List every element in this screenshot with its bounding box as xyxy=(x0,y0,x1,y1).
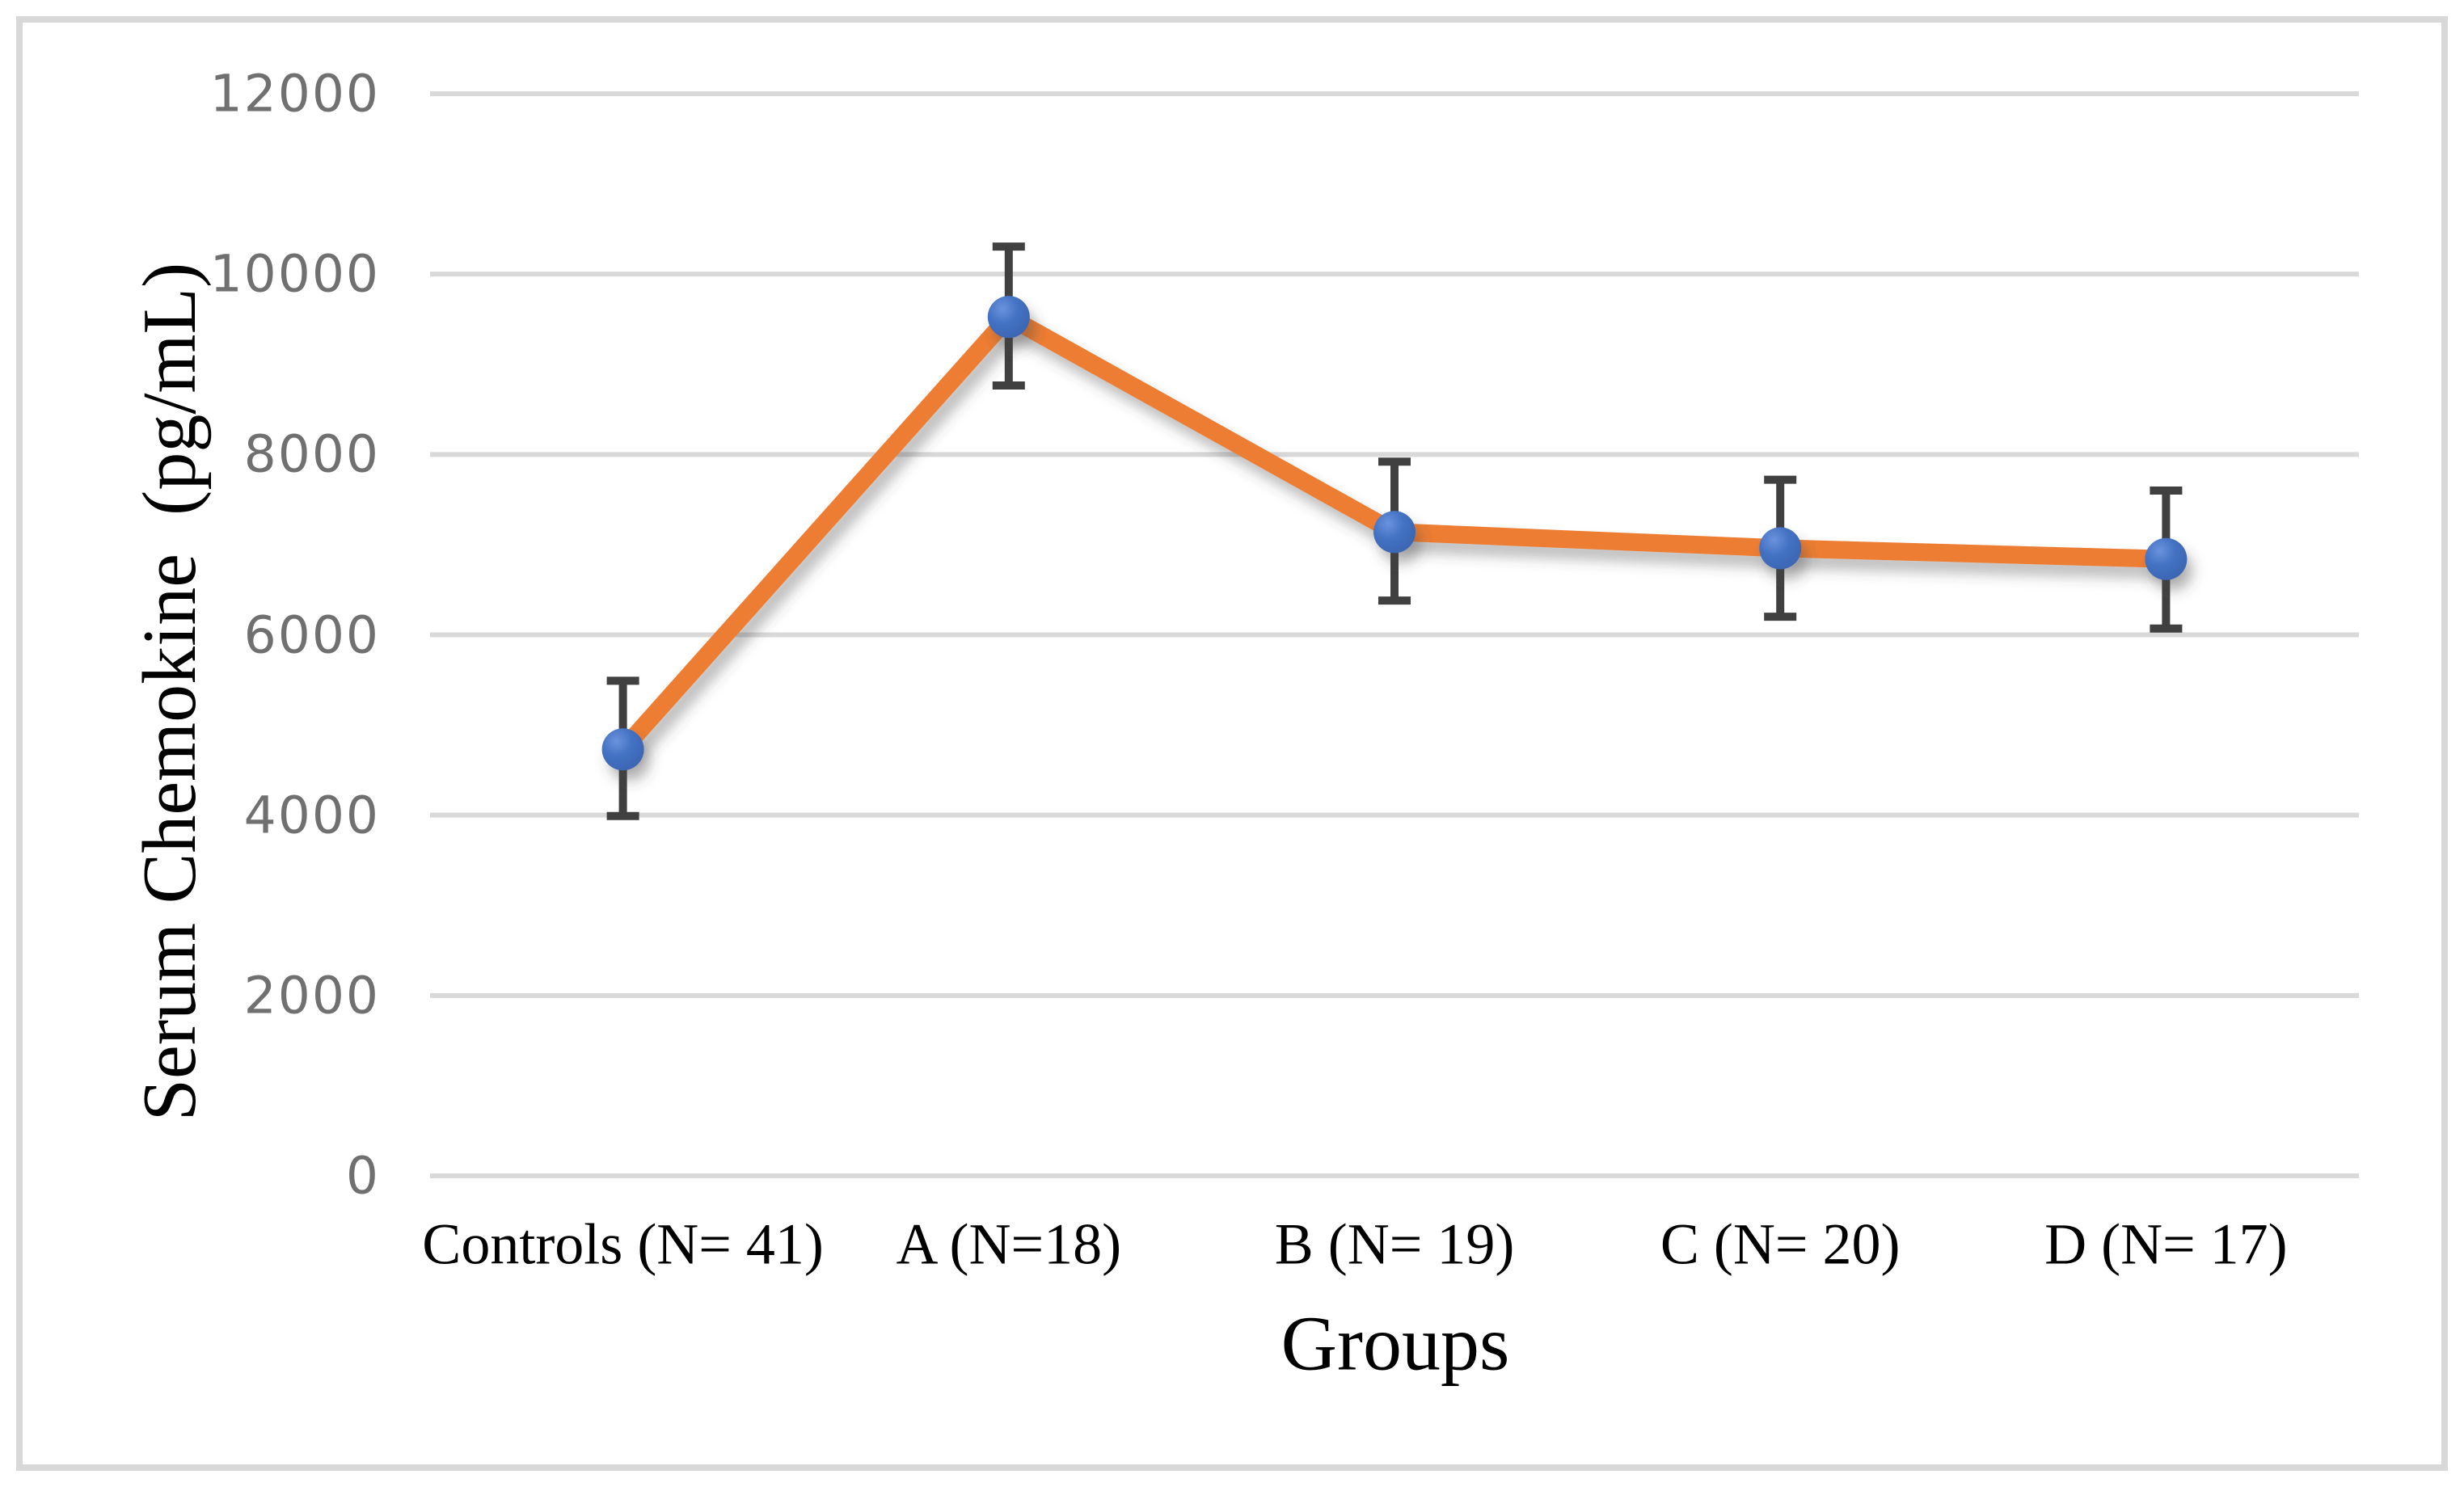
data-point-marker xyxy=(1759,527,1802,570)
y-tick-label-4000: 4000 xyxy=(243,786,380,845)
data-point-markers xyxy=(601,296,2188,771)
figure-border xyxy=(16,16,2448,1471)
data-point-marker xyxy=(601,728,644,771)
x-category-label: A (N=18) xyxy=(896,1211,1122,1277)
x-category-label: B (N= 19) xyxy=(1274,1211,1515,1277)
data-point-marker xyxy=(987,296,1030,339)
x-category-label: C (N= 20) xyxy=(1660,1211,1901,1277)
data-point-marker xyxy=(1373,511,1416,554)
y-tick-label-2000: 2000 xyxy=(243,966,380,1026)
plot-area xyxy=(430,91,2359,1178)
y-tick-label-8000: 8000 xyxy=(243,424,380,484)
x-axis-title: Groups xyxy=(1281,1300,1510,1387)
y-tick-label-0: 0 xyxy=(345,1146,380,1206)
y-tick-label-10000: 10000 xyxy=(209,244,380,304)
x-category-label: Controls (N= 41) xyxy=(422,1211,824,1277)
data-point-marker xyxy=(2145,537,2188,580)
y-tick-label-12000: 12000 xyxy=(209,64,380,124)
y-tick-label-6000: 6000 xyxy=(243,605,380,664)
x-category-label: D (N= 17) xyxy=(2044,1211,2288,1277)
